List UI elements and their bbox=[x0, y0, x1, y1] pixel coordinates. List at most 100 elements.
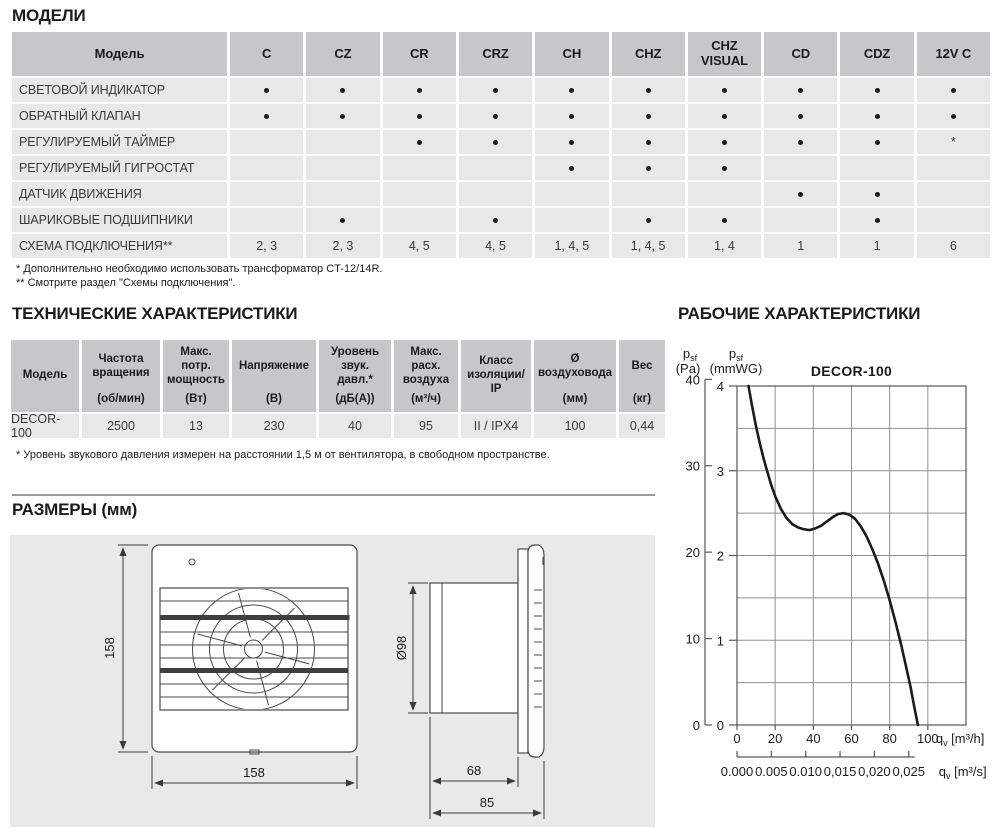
side-view-dimensions bbox=[408, 582, 545, 819]
feature-cell: 2, 3 bbox=[230, 234, 304, 258]
models-column-header: 12V C bbox=[916, 32, 990, 76]
models-column-header: CHZ bbox=[611, 32, 685, 76]
feature-cell bbox=[764, 208, 838, 232]
y-axis-mmwg-unit: (mmWG) bbox=[710, 361, 763, 376]
feature-dot bbox=[569, 139, 575, 145]
feature-dot bbox=[950, 87, 956, 93]
feature-row-label: ШАРИКОВЫЕ ПОДШИПНИКИ bbox=[12, 208, 227, 232]
feature-cell bbox=[306, 130, 380, 154]
tech-header-title: Ø воздуховода bbox=[537, 352, 613, 379]
x-tick-label: 60 bbox=[844, 731, 858, 746]
tech-column-header: Уровень звук. давл.* (дБ(А)) bbox=[319, 340, 391, 412]
feature-cell bbox=[611, 182, 685, 206]
feature-cell bbox=[458, 130, 533, 154]
feature-dot bbox=[874, 191, 880, 197]
feature-cell bbox=[840, 208, 914, 232]
feature-cell: * bbox=[916, 130, 990, 154]
feature-cell bbox=[687, 78, 762, 102]
feature-cell bbox=[535, 182, 609, 206]
tech-header-unit: (дБ(А)) bbox=[335, 393, 375, 406]
feature-dot bbox=[416, 113, 422, 119]
tech-column-header: Модель bbox=[11, 340, 79, 412]
feature-cell: 4, 5 bbox=[382, 234, 456, 258]
tech-header-title: Частота вращения bbox=[92, 352, 150, 379]
feature-cell bbox=[230, 182, 304, 206]
x-axis-m3h-label: qv [m³/h] bbox=[936, 731, 985, 748]
feature-cell bbox=[840, 182, 914, 206]
y-axis-pa-unit: (Pa) bbox=[676, 361, 701, 376]
x-tick-label: 20 bbox=[768, 731, 782, 746]
feature-row-label: ОБРАТНЫЙ КЛАПАН bbox=[12, 104, 227, 128]
models-column-header: CDZ bbox=[840, 32, 914, 76]
feature-cell bbox=[382, 104, 456, 128]
feature-dot bbox=[721, 217, 727, 223]
x-axis-m3s-label: qv [m³/s] bbox=[939, 764, 987, 781]
tech-header-unit: (В) bbox=[266, 393, 282, 406]
feature-cell bbox=[687, 182, 762, 206]
feature-cell: 1 bbox=[764, 234, 838, 258]
x-tick-label: 0 bbox=[733, 731, 740, 746]
m3s-tick-label: 0,020 bbox=[858, 764, 891, 779]
x-tick-label: 100 bbox=[917, 731, 939, 746]
tech-value-cell: 13 bbox=[163, 414, 229, 438]
feature-cell bbox=[611, 156, 685, 180]
feature-cell bbox=[458, 182, 533, 206]
feature-dot bbox=[493, 87, 499, 93]
tech-value-cell: 230 bbox=[232, 414, 316, 438]
feature-cell bbox=[535, 78, 609, 102]
grille-slats bbox=[160, 600, 348, 698]
feature-dot bbox=[416, 139, 422, 145]
feature-cell bbox=[687, 156, 762, 180]
feature-dot bbox=[493, 139, 499, 145]
grille-bar-lower bbox=[160, 668, 348, 673]
tech-header-unit: (Вт) bbox=[185, 393, 207, 406]
feature-cell bbox=[230, 104, 304, 128]
feature-cell bbox=[764, 182, 838, 206]
feature-dot bbox=[569, 113, 575, 119]
models-column-header: CD bbox=[764, 32, 838, 76]
tech-value-cell: 95 bbox=[394, 414, 458, 438]
feature-cell bbox=[535, 104, 609, 128]
grille-band bbox=[159, 587, 349, 711]
feature-cell bbox=[611, 78, 685, 102]
feature-cell bbox=[230, 130, 304, 154]
feature-dot bbox=[645, 217, 651, 223]
mmwg-tick-label: 1 bbox=[717, 633, 724, 648]
pa-tick-label: 20 bbox=[686, 545, 700, 560]
feature-dot bbox=[340, 217, 346, 223]
front-cover-side bbox=[527, 544, 545, 758]
feature-cell bbox=[764, 78, 838, 102]
tech-header-title: Вес bbox=[631, 359, 653, 372]
feature-dot bbox=[340, 87, 346, 93]
performance-section-heading: РАБОЧИЕ ХАРАКТЕРИСТИКИ bbox=[678, 304, 921, 323]
feature-cell bbox=[535, 130, 609, 154]
tech-header-title: Уровень звук. давл.* bbox=[330, 345, 380, 386]
feature-row-label: РЕГУЛИРУЕМЫЙ ТАЙМЕР bbox=[12, 130, 227, 154]
front-view-dimensions bbox=[118, 544, 358, 789]
feature-dot bbox=[950, 113, 956, 119]
feature-dot bbox=[645, 165, 651, 171]
screw-hole bbox=[188, 558, 196, 566]
tech-column-header: Макс. расх. воздуха (м³/ч) bbox=[394, 340, 458, 412]
models-header-model: Модель bbox=[12, 32, 227, 76]
dimensions-section-heading: РАЗМЕРЫ (мм) bbox=[12, 500, 138, 519]
feature-cell bbox=[764, 156, 838, 180]
feature-cell bbox=[611, 130, 685, 154]
feature-cell bbox=[840, 130, 914, 154]
tech-value-cell: 2500 bbox=[82, 414, 160, 438]
feature-dot bbox=[721, 139, 727, 145]
tech-column-header: Класс изоляции/ IP bbox=[461, 340, 531, 412]
feature-dot bbox=[874, 217, 880, 223]
pa-tick-label: 40 bbox=[686, 372, 700, 387]
feature-cell bbox=[230, 208, 304, 232]
models-column-header: CR bbox=[382, 32, 456, 76]
tech-value-cell: 40 bbox=[319, 414, 391, 438]
feature-cell: 1, 4, 5 bbox=[535, 234, 609, 258]
feature-cell bbox=[687, 130, 762, 154]
mmwg-tick-label: 0 bbox=[717, 718, 724, 733]
x-tick-label: 40 bbox=[806, 731, 820, 746]
tech-value-cell: 0,44 bbox=[619, 414, 665, 438]
feature-dot bbox=[340, 113, 346, 119]
y-axis-mmwg-symbol: psf bbox=[729, 346, 744, 363]
feature-cell bbox=[611, 208, 685, 232]
